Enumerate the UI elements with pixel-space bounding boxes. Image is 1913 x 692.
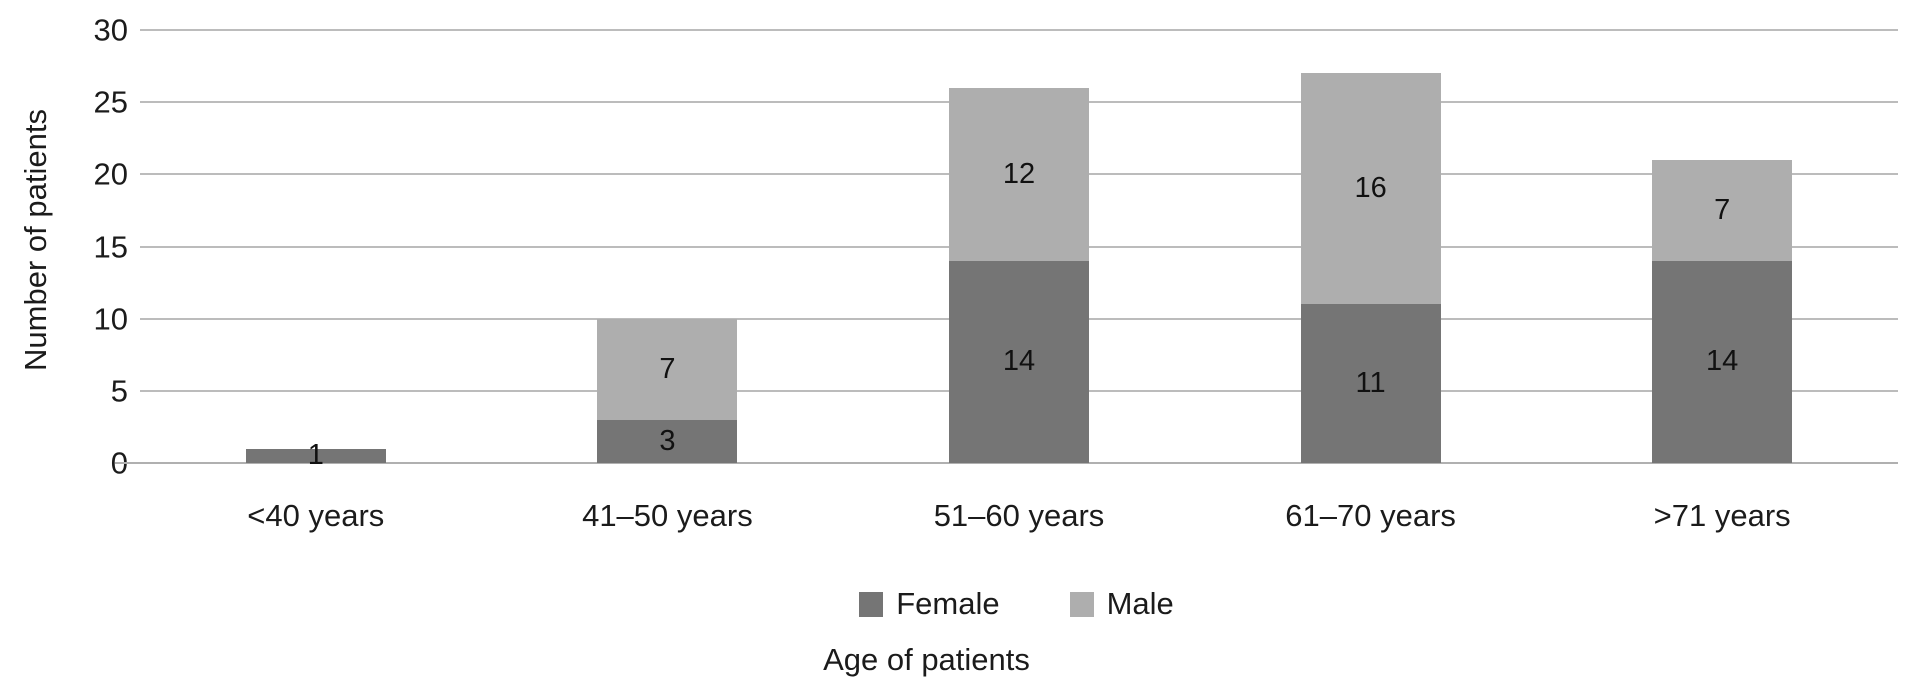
data-label: 16 bbox=[1354, 172, 1387, 205]
bar-segment-male: 7 bbox=[597, 318, 738, 420]
legend-label-female: Female bbox=[896, 586, 1000, 621]
x-category-label: 51–60 years bbox=[933, 498, 1105, 533]
x-category-label: 61–70 years bbox=[1285, 498, 1456, 533]
data-label: 7 bbox=[1714, 193, 1731, 226]
x-category-label: 41–50 years bbox=[582, 498, 753, 533]
legend-item-female: Female bbox=[859, 586, 1000, 622]
y-axis-tick-labels: 0 5 10 15 20 25 30 bbox=[0, 15, 128, 479]
bar-segment-female: 14 bbox=[1652, 260, 1793, 463]
gridline bbox=[140, 29, 1898, 31]
data-label: 14 bbox=[1706, 345, 1739, 378]
y-tick-label: 15 bbox=[93, 229, 128, 264]
legend-item-male: Male bbox=[1069, 586, 1174, 622]
x-category-label: >71 years bbox=[1653, 498, 1791, 533]
bar-1: 1 bbox=[245, 30, 386, 470]
data-label: 3 bbox=[659, 424, 676, 457]
bar-4: 11 16 bbox=[1300, 30, 1441, 463]
data-label: 14 bbox=[1002, 345, 1036, 378]
bar-5: 14 7 bbox=[1652, 30, 1793, 463]
bar-3: 14 12 bbox=[949, 30, 1089, 463]
legend-label-male: Male bbox=[1106, 586, 1174, 621]
y-tick-label: 25 bbox=[93, 84, 128, 120]
data-label: 1 bbox=[307, 439, 324, 472]
x-axis-category-labels: <40 years 41–50 years 51–60 years 61–70 yea… bbox=[140, 498, 1898, 538]
x-axis-title: Age of patients bbox=[823, 642, 1030, 677]
bar-segment-female: 3 bbox=[597, 419, 738, 463]
bar-segment-female: 14 bbox=[949, 260, 1089, 463]
legend-swatch-male bbox=[1069, 591, 1094, 617]
data-label: 12 bbox=[1002, 157, 1036, 190]
y-tick-label: 5 bbox=[110, 373, 128, 409]
plot-area: 1 3 7 14 12 11 16 14 7 bbox=[115, 29, 1898, 470]
y-tick-label: 30 bbox=[93, 12, 128, 48]
bar-segment-male: 12 bbox=[949, 87, 1089, 261]
x-axis-baseline bbox=[115, 462, 1898, 464]
y-tick-label: 10 bbox=[93, 301, 128, 337]
y-tick-label: 20 bbox=[93, 156, 128, 192]
data-label: 7 bbox=[659, 352, 676, 385]
bar-segment-male: 7 bbox=[1652, 159, 1793, 261]
x-category-label: <40 years bbox=[247, 498, 385, 533]
legend-swatch-female bbox=[859, 591, 884, 617]
bar-segment-male: 16 bbox=[1300, 73, 1441, 305]
bar-segment-female: 1 bbox=[245, 441, 386, 470]
bar-segment-female: 11 bbox=[1300, 304, 1441, 463]
legend: Female Male bbox=[60, 586, 1913, 622]
data-label: 11 bbox=[1355, 367, 1386, 400]
